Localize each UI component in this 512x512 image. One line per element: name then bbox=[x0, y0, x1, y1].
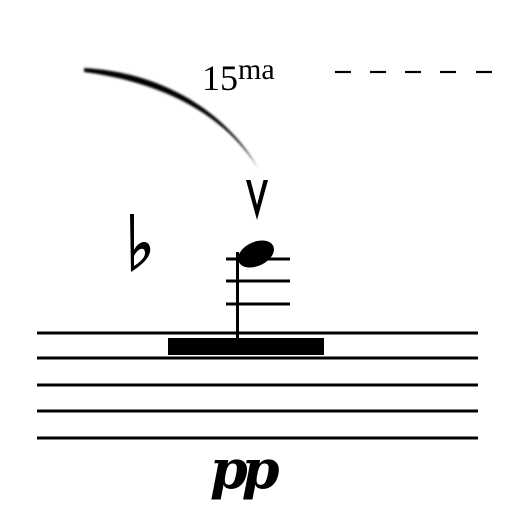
ottava-suffix: ma bbox=[238, 53, 275, 86]
ottava-marking: 15 ma bbox=[202, 53, 492, 98]
flat-icon bbox=[130, 214, 151, 272]
staff-lines bbox=[37, 331, 478, 440]
ottava-number: 15 bbox=[202, 58, 238, 98]
whole-rest-bar bbox=[168, 338, 324, 355]
dynamic-marking: pp bbox=[210, 437, 280, 501]
marcato-icon bbox=[246, 180, 268, 220]
note-head bbox=[238, 240, 274, 268]
